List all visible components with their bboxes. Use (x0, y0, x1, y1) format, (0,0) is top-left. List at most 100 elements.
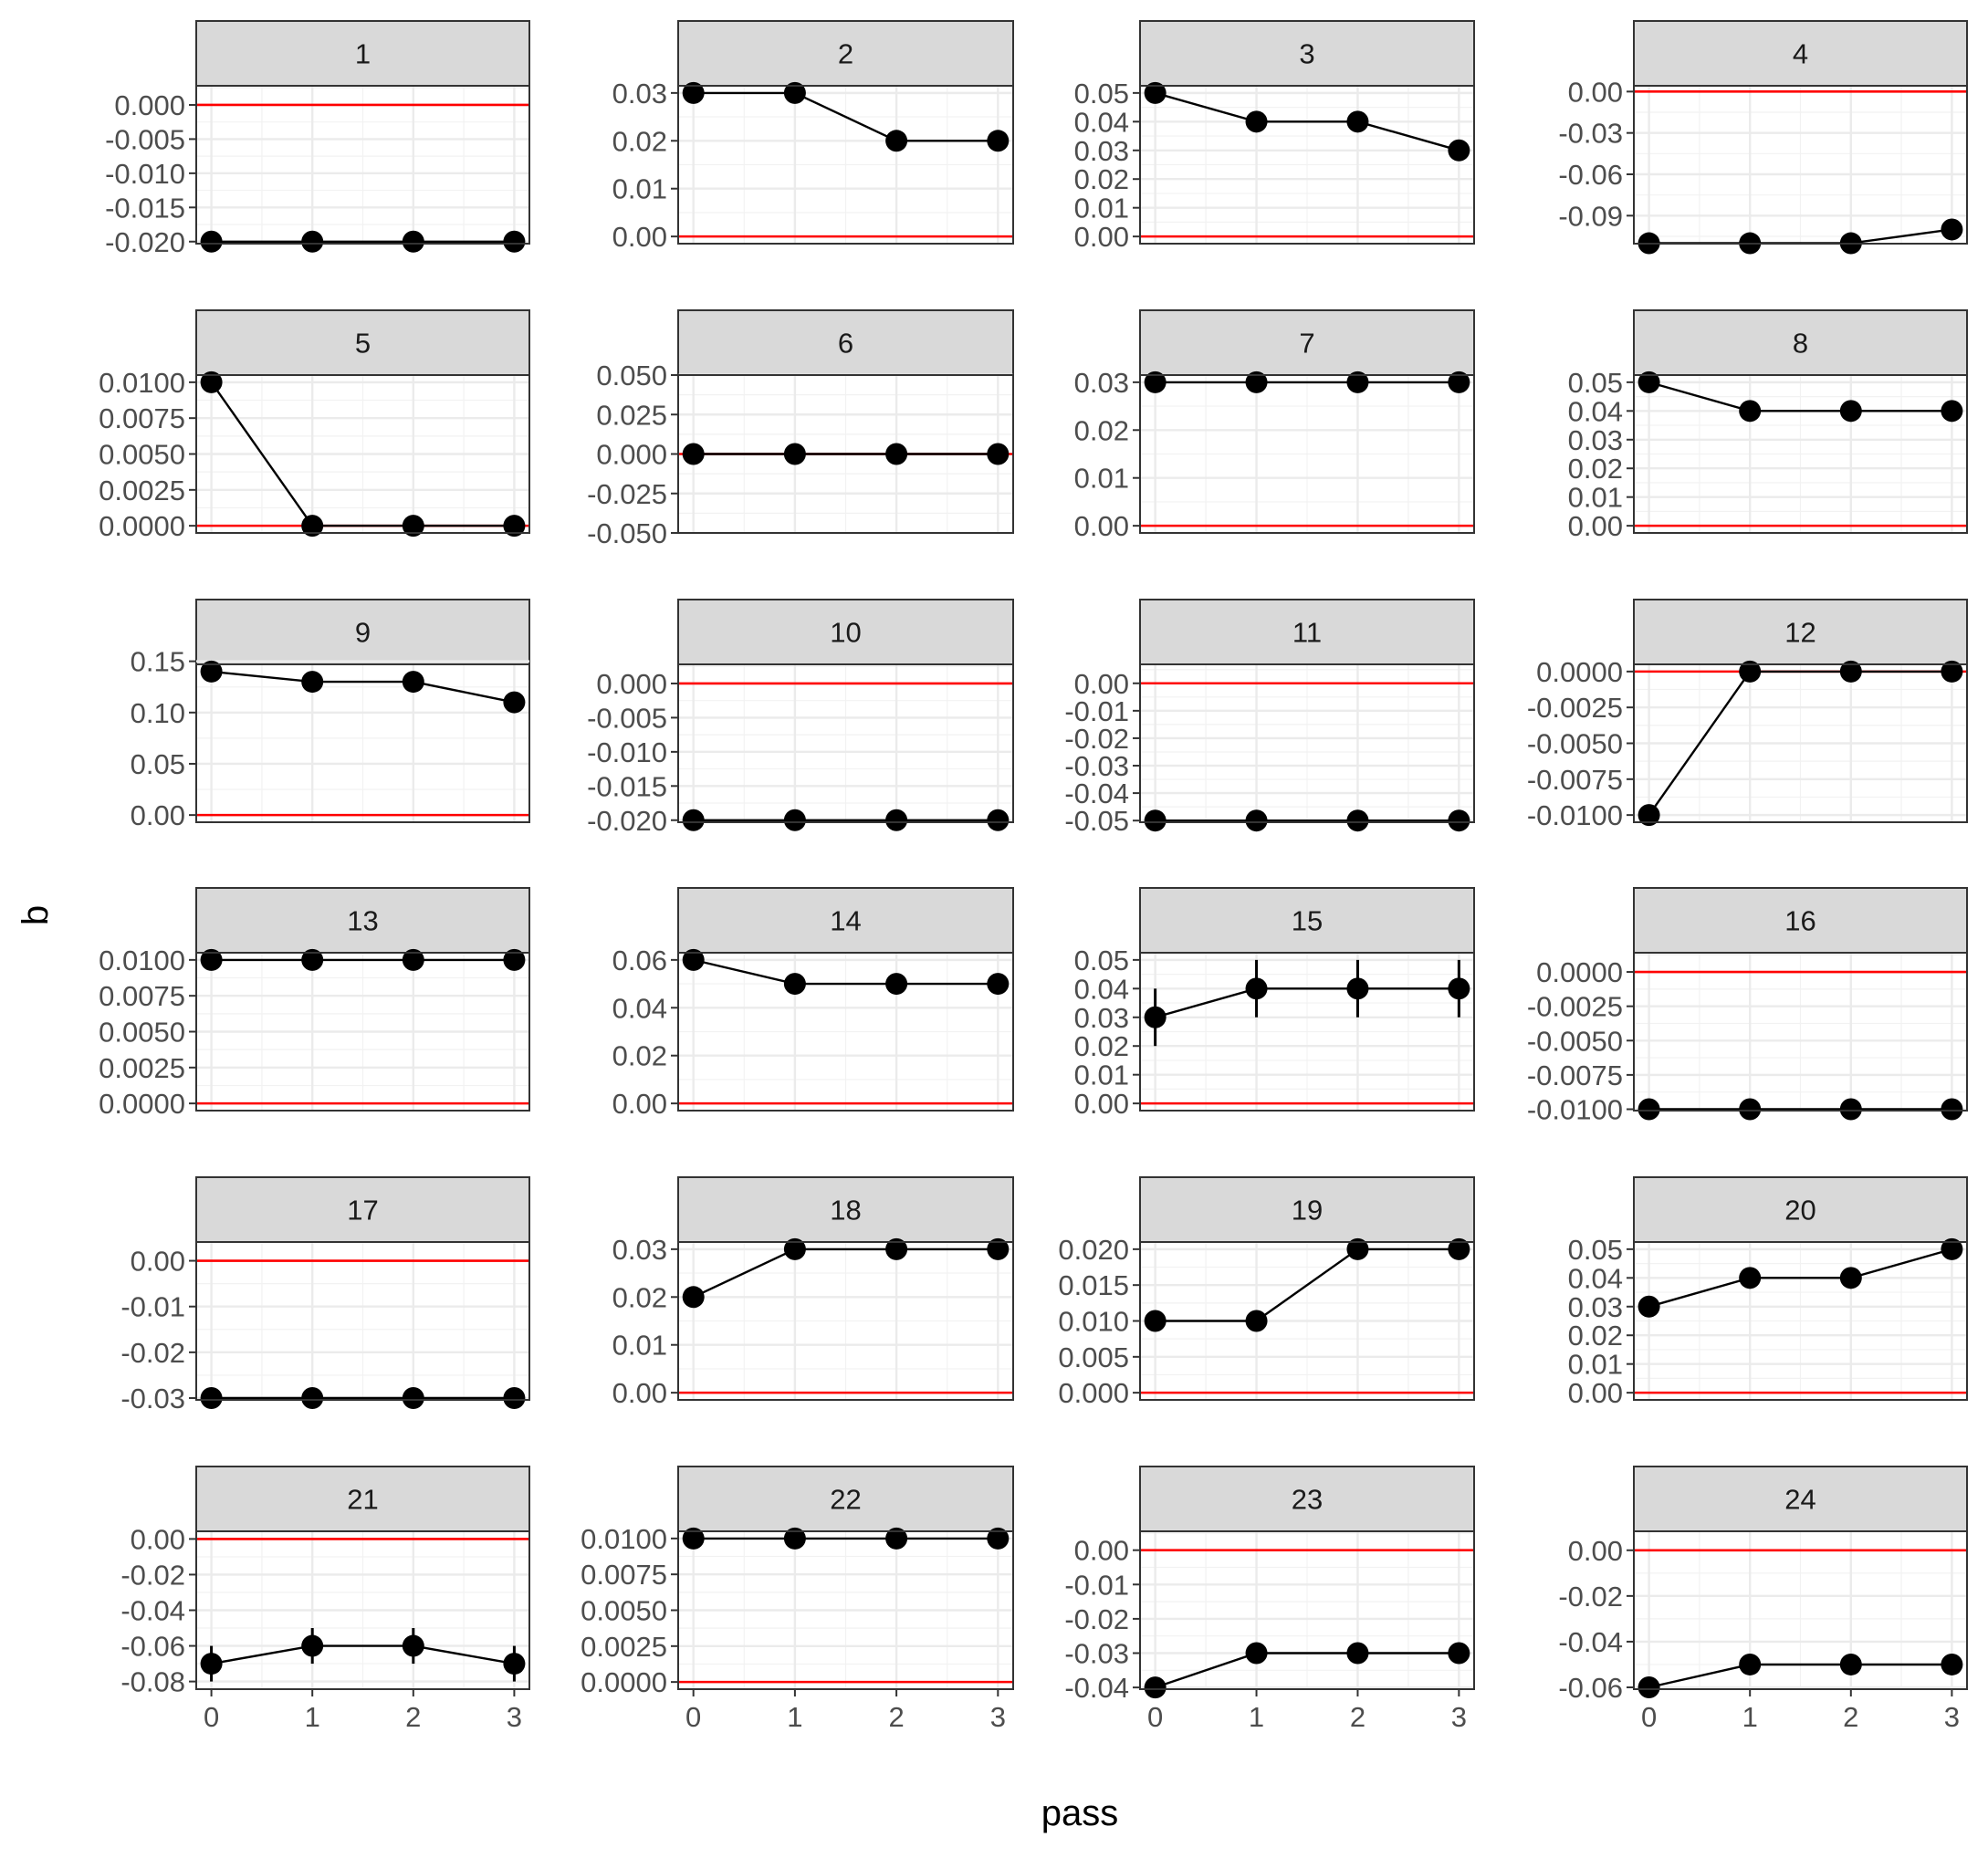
series-line (1648, 1663, 1952, 1689)
y-tick-label: 0.02 (1074, 414, 1129, 446)
facet-strip (195, 309, 530, 376)
facet-strip (195, 887, 530, 954)
y-tick-label: 0.00 (1074, 668, 1129, 700)
data-point (1144, 1676, 1167, 1699)
data-point (200, 948, 223, 971)
y-tick-label: 0.03 (612, 78, 667, 110)
x-tick-label: 1 (1742, 1701, 1758, 1733)
panel-border (1633, 1530, 1968, 1690)
data-point (682, 1527, 705, 1550)
x-tick-label: 2 (405, 1701, 421, 1733)
facet-strip (1139, 887, 1475, 954)
y-tick-label: -0.010 (105, 158, 185, 190)
x-tick-label: 2 (1843, 1701, 1858, 1733)
data-point (1739, 660, 1762, 683)
data-point (402, 948, 424, 971)
y-axis-title: b (16, 905, 56, 925)
y-tick-label: 0.01 (612, 1330, 667, 1362)
panel-border (1633, 952, 1968, 1112)
y-tick-label: 0.03 (612, 1234, 667, 1266)
facet-strip-label: 1 (355, 38, 371, 70)
y-tick-label: 0.0075 (99, 402, 185, 434)
panel-border (677, 952, 1014, 1112)
y-tick-label: 0.000 (596, 439, 667, 471)
y-tick-label: 0.0025 (99, 1052, 185, 1084)
y-tick-label: 0.03 (1568, 424, 1623, 456)
y-tick-label: 0.0100 (99, 367, 185, 399)
facet-strip-label: 8 (1793, 328, 1808, 360)
y-tick-label: -0.04 (120, 1595, 185, 1627)
data-point (1245, 371, 1268, 393)
facet-panel-17: 17 0.00 -0.01 -0.02 -0.03 (120, 1176, 530, 1414)
data-point (682, 948, 705, 971)
facet-strip-label: 4 (1793, 38, 1808, 70)
data-point (1739, 1267, 1762, 1289)
facet-strip-label: 24 (1784, 1484, 1815, 1516)
data-point (1941, 400, 1963, 423)
data-point (301, 671, 324, 694)
data-point (503, 515, 526, 538)
series-line (693, 1247, 999, 1299)
y-tick-label: -0.015 (587, 770, 667, 802)
data-point (987, 443, 1010, 465)
x-tick-label: 1 (1249, 1701, 1264, 1733)
y-tick-label: 0.000 (596, 668, 667, 700)
x-tick-label: 3 (1944, 1701, 1960, 1733)
data-point (1839, 1267, 1862, 1289)
y-tick-label: 0.0000 (99, 510, 185, 542)
y-tick-label: -0.0075 (1527, 764, 1623, 796)
panel-border (677, 85, 1014, 245)
facet-panel-11: 11 0.00-0.01-0.02-0.03-0.04-0.05 (1064, 599, 1475, 837)
y-tick-label: 0.02 (612, 1040, 667, 1072)
y-tick-label: 0.0050 (99, 439, 185, 471)
data-point (1144, 1310, 1167, 1332)
facet-strip-label: 6 (838, 328, 853, 360)
panel-border (195, 374, 530, 534)
facet-strip (1633, 1176, 1968, 1243)
y-tick-label: 0.00 (1074, 1535, 1129, 1567)
facet-panel-8: 8 0.050.040.030.020.010.00 (1568, 309, 1968, 542)
y-tick-label: 0.000 (1058, 1377, 1129, 1409)
data-point (1739, 400, 1762, 423)
y-tick-label: 0.02 (1568, 453, 1623, 485)
data-point (885, 130, 908, 152)
data-point (1448, 1642, 1470, 1665)
facet-panel-12: 12 0.0000 -0.0025 -0.0050 -0.0075-0.0100 (1527, 599, 1968, 831)
panel-border (1139, 85, 1475, 245)
x-tick-label: 1 (787, 1701, 802, 1733)
panel-border (195, 85, 530, 245)
y-tick-label: -0.020 (587, 805, 667, 837)
y-tick-label: 0.03 (1074, 1002, 1129, 1034)
data-point (783, 1527, 806, 1550)
facet-strip (1139, 1176, 1475, 1243)
y-tick-label: -0.0100 (1527, 1093, 1623, 1125)
y-tick-label: -0.05 (1064, 805, 1129, 837)
data-point (1637, 1675, 1660, 1698)
y-tick-label: -0.03 (120, 1383, 185, 1414)
data-point (987, 809, 1010, 831)
y-tick-label: 0.0000 (99, 1088, 185, 1120)
panel-border (1139, 374, 1475, 534)
series-line (1155, 1652, 1460, 1689)
y-tick-label: 0.10 (131, 697, 185, 729)
x-tick-label: 0 (1641, 1701, 1657, 1733)
facet-strip (677, 1176, 1014, 1243)
data-point (503, 948, 526, 971)
series-line (693, 91, 999, 142)
facet-strip (1139, 20, 1475, 87)
y-tick-label: -0.02 (1558, 1581, 1623, 1613)
facet-strip (1139, 309, 1475, 376)
data-point (682, 81, 705, 104)
y-tick-label: 0.04 (1074, 106, 1129, 138)
data-point (1245, 1642, 1268, 1665)
y-tick-label: -0.015 (105, 192, 185, 224)
y-tick-label: 0.005 (1058, 1341, 1129, 1373)
y-tick-label: -0.02 (1064, 723, 1129, 755)
y-tick-label: 0.00 (1568, 1377, 1623, 1409)
facet-panel-18: 18 0.03 0.02 0.01 0.00 (612, 1176, 1014, 1409)
facet-panel-14: 14 0.06 0.04 0.02 0.00 (612, 887, 1014, 1120)
y-tick-label: 0.00 (131, 799, 185, 831)
data-point (682, 1286, 705, 1309)
